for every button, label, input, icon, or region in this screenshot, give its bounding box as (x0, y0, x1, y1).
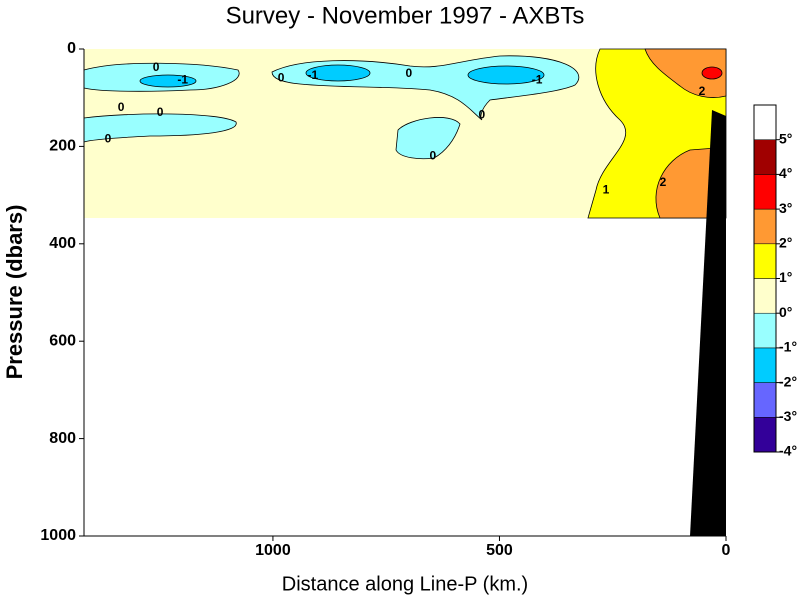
colorbar-label: -2° (779, 373, 797, 389)
contour-label: 2 (699, 84, 706, 98)
colorbar-label: 2° (779, 235, 792, 251)
contour-label: -1 (177, 72, 188, 86)
region-cold (305, 64, 371, 82)
region-orange-bottom (655, 147, 717, 219)
y-tick-label: 600 (49, 332, 76, 349)
region-cool (83, 113, 237, 143)
colorbar-label: 4° (779, 165, 792, 181)
contour-label: 0 (157, 105, 164, 119)
x-axis-label: Distance along Line-P (km.) (282, 573, 528, 595)
contour-label: -1 (532, 72, 543, 86)
colorbar-band (753, 174, 777, 210)
y-tick-label: 800 (49, 430, 76, 447)
x-tick-label: 1000 (255, 542, 291, 559)
y-tick-label: 1000 (40, 527, 76, 544)
contour-label: 0 (430, 148, 437, 162)
colorbar-band (753, 208, 777, 245)
colorbar-band (753, 243, 777, 279)
colorbar-label: 0° (779, 304, 792, 320)
contour-label: -1 (307, 68, 318, 82)
colorbar-label: 1° (779, 269, 792, 285)
colorbar-band (753, 278, 777, 314)
colorbar-band (753, 417, 777, 453)
y-axis-label: Pressure (dbars) (2, 205, 27, 380)
contour-field (83, 48, 727, 536)
y-tick-label: 400 (49, 235, 76, 252)
colorbar-band (753, 347, 777, 383)
colorbar-label: 5° (779, 130, 792, 146)
contour-label: 0 (153, 60, 160, 74)
colorbar-label: -3° (779, 408, 797, 424)
region-cold (139, 74, 197, 88)
colorbar-label: 3° (779, 200, 792, 216)
colorbar-band (753, 139, 777, 175)
contour-label: 1 (603, 182, 610, 196)
y-tick-label: 0 (67, 40, 76, 57)
contour-label: 2 (660, 175, 667, 189)
contour-label: 0 (278, 70, 285, 84)
colorbar-band (753, 382, 777, 418)
colorbar-band (753, 104, 777, 140)
region-cool (395, 117, 461, 160)
seafloor (690, 110, 726, 536)
contour-label: 0 (118, 100, 125, 114)
region-cold (467, 65, 545, 85)
contour-label: 0 (406, 66, 413, 80)
colorbar-band (753, 312, 777, 349)
region-orange-top (644, 48, 727, 98)
contour-label: 0 (478, 107, 485, 121)
colorbar-label: -1° (779, 339, 797, 355)
chart-title: Survey - November 1997 - AXBTs (226, 2, 585, 29)
region-red (701, 66, 723, 80)
x-tick-label: 500 (486, 542, 513, 559)
colorbar-label: -4° (779, 443, 797, 459)
y-tick-label: 200 (49, 138, 76, 155)
contour-label: 0 (105, 131, 112, 145)
x-tick-label: 0 (722, 542, 731, 559)
